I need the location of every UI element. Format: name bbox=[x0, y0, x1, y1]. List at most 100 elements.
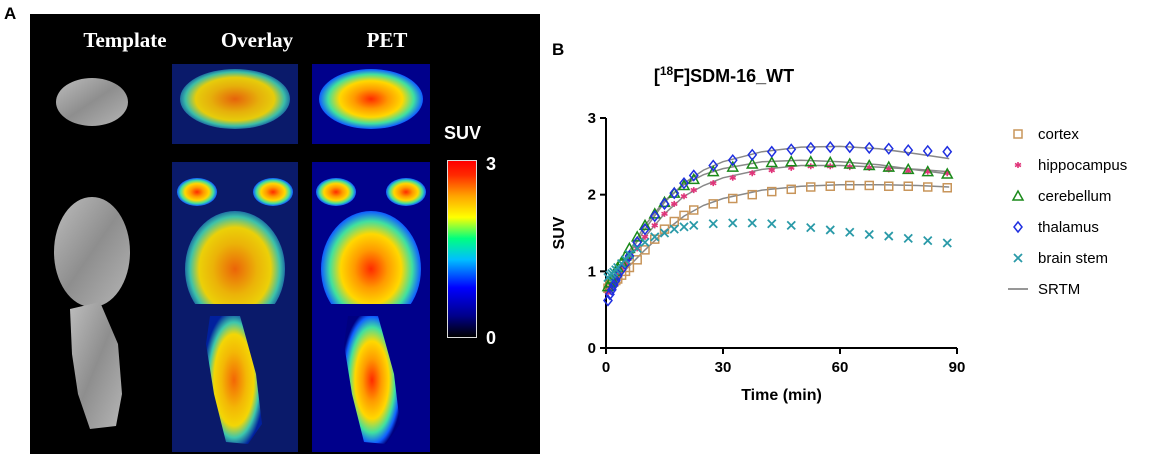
thalamus-point bbox=[708, 159, 719, 172]
colorbar-min: 0 bbox=[486, 328, 497, 348]
colorbar bbox=[447, 160, 477, 338]
cortex-point bbox=[825, 181, 835, 191]
chart-title: [18F]SDM-16_WT bbox=[654, 64, 794, 86]
brain-stem-point bbox=[640, 237, 650, 247]
thalamus-point bbox=[640, 222, 650, 236]
cortex-point bbox=[632, 255, 642, 265]
column-title-template: Template bbox=[83, 28, 167, 52]
thalamus-point bbox=[679, 176, 689, 190]
thalamus-point bbox=[669, 186, 680, 200]
cerebellum-point bbox=[804, 155, 818, 167]
brain-stem-point bbox=[884, 231, 894, 241]
y-tick-label: 1 bbox=[588, 263, 596, 280]
hippocampus-point bbox=[661, 210, 668, 217]
brain-stem-point bbox=[903, 233, 913, 244]
cortex-point bbox=[903, 181, 913, 191]
hippocampus-point bbox=[680, 193, 688, 200]
panel-a-letter: A bbox=[4, 4, 17, 23]
x-axis-label: Time (min) bbox=[741, 387, 822, 404]
cerebellum-point bbox=[745, 157, 759, 169]
hippocampus-point bbox=[748, 170, 756, 177]
y-axis-label: SUV bbox=[551, 216, 568, 249]
cerebellum-point bbox=[940, 167, 954, 179]
hippocampus-point bbox=[768, 167, 776, 174]
thalamus-point bbox=[844, 140, 855, 154]
thalamus-point bbox=[649, 209, 660, 223]
thalamus-point bbox=[786, 143, 797, 156]
hippocampus-point bbox=[846, 164, 854, 171]
pet-axial-olfactory-right bbox=[386, 178, 426, 206]
pet-image-panel: Template Overlay PET bbox=[30, 14, 540, 454]
brain-images bbox=[54, 64, 430, 452]
y-tick-label: 2 bbox=[588, 187, 596, 204]
brain-stem-point bbox=[689, 220, 699, 230]
cerebellum-point bbox=[630, 230, 644, 242]
hippocampus-point bbox=[651, 222, 659, 229]
brain-stem-point bbox=[659, 228, 670, 238]
thalamus-point bbox=[688, 169, 699, 182]
thalamus-point bbox=[922, 144, 933, 158]
pet-sagittal-slice bbox=[344, 316, 400, 444]
brain-stem-point bbox=[620, 255, 631, 265]
cerebellum-point bbox=[706, 165, 720, 177]
legend-marker-brain-stem bbox=[1013, 253, 1023, 263]
cortex-point bbox=[640, 245, 650, 255]
cerebellum-point bbox=[901, 162, 915, 175]
cortex-point bbox=[845, 180, 855, 191]
brain-stem-point bbox=[728, 218, 738, 228]
cortex-point bbox=[923, 182, 933, 192]
cortex-point bbox=[786, 184, 796, 195]
overlay-axial-olfactory-right bbox=[253, 178, 293, 206]
thalamus-point bbox=[747, 148, 758, 162]
brain-stem-point bbox=[747, 218, 757, 228]
brain-stem-point bbox=[679, 222, 689, 232]
y-tick-label: 0 bbox=[588, 340, 596, 357]
cerebellum-point bbox=[862, 158, 876, 171]
hippocampus-point bbox=[670, 200, 678, 207]
thalamus-point bbox=[883, 142, 894, 155]
cerebellum-point bbox=[638, 218, 652, 231]
cerebellum-point bbox=[823, 155, 837, 168]
y-tick-label: 3 bbox=[588, 110, 596, 127]
cerebellum-point bbox=[784, 155, 798, 167]
cortex-point bbox=[864, 180, 874, 191]
overlay-coronal-slice bbox=[180, 69, 290, 129]
thalamus-point bbox=[942, 145, 953, 158]
legend-marker-cortex bbox=[1013, 129, 1023, 139]
cerebellum-point bbox=[921, 165, 935, 177]
overlay-axial-olfactory-left bbox=[177, 178, 217, 206]
legend-marker-cerebellum bbox=[1011, 189, 1025, 201]
column-title-pet: PET bbox=[366, 28, 408, 52]
x-tick-label: 0 bbox=[602, 359, 610, 376]
legend-label-brain-stem: brain stem bbox=[1038, 250, 1108, 267]
brain-stem-point bbox=[942, 238, 952, 248]
brain-stem-point bbox=[767, 219, 777, 229]
pet-axial-slice bbox=[321, 211, 421, 327]
brain-stem-point bbox=[864, 229, 874, 240]
cortex-point bbox=[942, 183, 952, 193]
cortex-point bbox=[728, 193, 738, 204]
column-title-overlay: Overlay bbox=[220, 28, 294, 52]
cortex-point bbox=[806, 182, 816, 192]
cortex-point bbox=[669, 216, 679, 227]
brain-stem-point bbox=[845, 227, 855, 237]
cerebellum-point bbox=[843, 157, 857, 169]
cerebellum-point bbox=[687, 172, 701, 185]
pet-coronal-slice bbox=[319, 69, 423, 129]
cortex-point bbox=[650, 234, 660, 244]
thalamus-point bbox=[825, 140, 836, 154]
legend: cortex hippocampus cerebellum thalamus brain… bbox=[1008, 126, 1127, 298]
pet-axial-olfactory-left bbox=[316, 178, 356, 206]
suv-time-chart: [18F]SDM-16_WT 0 30 60 90 0 1 2 3 Time (min) SU… bbox=[551, 64, 1127, 404]
brain-stem-point bbox=[806, 222, 816, 233]
cerebellum-point bbox=[623, 241, 636, 254]
cortex-point bbox=[689, 205, 699, 215]
legend-label-srtm: SRTM bbox=[1038, 281, 1080, 298]
brain-stem-point bbox=[786, 220, 796, 230]
thalamus-point bbox=[903, 143, 914, 157]
template-sagittal-slice bbox=[70, 302, 122, 429]
x-tick-label: 60 bbox=[832, 359, 849, 376]
cerebellum-point bbox=[726, 160, 740, 172]
thalamus-point bbox=[727, 153, 738, 167]
legend-marker-hippocampus bbox=[1014, 162, 1022, 168]
